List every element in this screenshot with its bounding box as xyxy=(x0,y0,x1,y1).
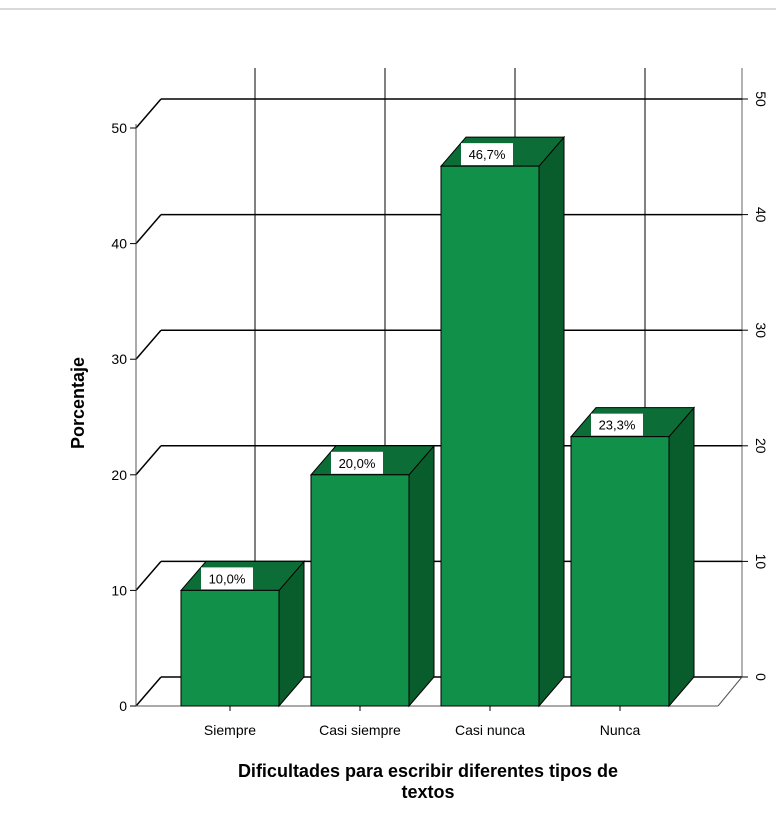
x-tick-label: Casi nunca xyxy=(455,722,525,738)
right-tick-label: 50 xyxy=(753,91,769,107)
y-tick-label: 20 xyxy=(111,467,127,483)
data-label-box xyxy=(461,143,513,166)
bar-side-face xyxy=(408,444,435,708)
x-tick-label: Casi siempre xyxy=(319,722,401,738)
gridline-diagonal xyxy=(135,329,162,360)
gridline-diagonal xyxy=(135,445,162,476)
data-label-box xyxy=(331,451,383,474)
data-label: 20,0% xyxy=(339,456,376,471)
x-tick-label: Siempre xyxy=(204,722,256,738)
top-divider xyxy=(0,8,776,10)
right-tick-label: 40 xyxy=(753,207,769,223)
bar-front-face xyxy=(570,436,670,707)
bar-front-face xyxy=(310,474,410,707)
floor-right-edge xyxy=(717,676,743,707)
bar xyxy=(309,444,436,708)
x-tick-label: Nunca xyxy=(600,722,641,738)
labels-layer: 10,0% 20,0% 46,7% 23,3% xyxy=(201,143,643,590)
right-tick-label: 0 xyxy=(753,673,769,681)
y-tick-label: 0 xyxy=(119,698,127,714)
bar-front-face xyxy=(180,589,280,707)
data-label-box xyxy=(201,567,253,590)
y-tick-label: 30 xyxy=(111,351,127,367)
bar-side-face xyxy=(668,406,695,708)
y-tick-label: 50 xyxy=(111,120,127,136)
right-tick-label: 30 xyxy=(753,322,769,338)
bar xyxy=(569,406,696,708)
y-axis-title: Porcentaje xyxy=(68,357,88,449)
y-tick-label: 10 xyxy=(111,582,127,598)
bar-front-face xyxy=(440,165,540,707)
y-tick-label: 40 xyxy=(111,236,127,252)
gridline-diagonal xyxy=(135,560,162,591)
data-label: 10,0% xyxy=(209,571,246,586)
gridline-diagonal xyxy=(135,214,162,245)
x-axis-title-line-1: Dificultades para escribir diferentes ti… xyxy=(238,761,618,781)
data-label-box xyxy=(591,413,643,436)
bar-side-face xyxy=(538,135,565,708)
right-tick-label: 10 xyxy=(753,554,769,570)
bar xyxy=(439,135,566,708)
data-label: 46,7% xyxy=(469,147,506,162)
data-label: 23,3% xyxy=(599,418,636,433)
gridline-diagonal xyxy=(135,98,162,129)
ticks-layer: 0 0 10 10 20 20 30 30 40 40 50 50 Siempre Casi siempr… xyxy=(111,91,769,738)
right-tick-label: 20 xyxy=(753,438,769,454)
gridline-diagonal xyxy=(135,676,162,707)
x-axis-title-line-2: textos xyxy=(401,782,454,802)
